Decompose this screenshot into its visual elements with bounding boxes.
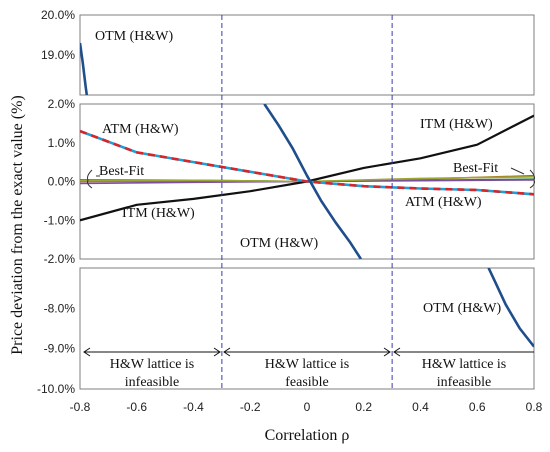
x-tick-label-4: 0 bbox=[304, 400, 311, 414]
y-tick-label-top-1: 20.0% bbox=[41, 8, 75, 22]
panel-frame-bottom bbox=[79, 267, 535, 390]
x-tick-label-0: -0.8 bbox=[70, 400, 91, 414]
y-tick-label-middle-3: 1.0% bbox=[48, 136, 76, 150]
region-left-line1: H&W lattice is bbox=[110, 357, 195, 372]
x-tick-label-5: 0.2 bbox=[355, 400, 372, 414]
best-fit-bracket-left bbox=[87, 169, 93, 189]
y-tick-label-middle-0: -2.0% bbox=[44, 252, 76, 266]
x-tick-label-3: -0.2 bbox=[240, 400, 261, 414]
annotation-itm-right: ITM (H&W) bbox=[420, 117, 493, 132]
annotation-otm-top: OTM (H&W) bbox=[95, 29, 173, 44]
best-fit-leader-right bbox=[510, 167, 525, 175]
x-tick-label-1: -0.6 bbox=[126, 400, 147, 414]
series-line-atm-h-w-1-dash bbox=[80, 129, 534, 196]
y-axis-title: Price deviation from the exact value (%) bbox=[9, 95, 26, 354]
y-tick-label-bottom-1: -9.0% bbox=[44, 342, 76, 356]
y-tick-label-bottom-0: -10.0% bbox=[37, 382, 75, 396]
annotation-otm-bottom: OTM (H&W) bbox=[423, 301, 501, 316]
x-tick-label-7: 0.6 bbox=[469, 400, 486, 414]
x-axis-title: Correlation ρ bbox=[265, 427, 350, 444]
annotation-atm-left: ATM (H&W) bbox=[102, 122, 179, 137]
y-tick-label-top-0: 19.0% bbox=[41, 48, 75, 62]
region-middle-line1: H&W lattice is bbox=[265, 357, 350, 372]
series-line-otm-h-w-4 bbox=[487, 268, 534, 348]
x-tick-label-2: -0.4 bbox=[183, 400, 204, 414]
annotation-best-fit-right: Best-Fit bbox=[453, 161, 498, 176]
panel-frame-top bbox=[79, 14, 535, 96]
best-fit-bracket-right bbox=[529, 169, 535, 189]
annotation-best-fit-left: Best-Fit bbox=[99, 164, 144, 179]
x-tick-label-6: 0.4 bbox=[412, 400, 429, 414]
y-tick-label-middle-4: 2.0% bbox=[48, 97, 76, 111]
y-tick-label-middle-2: 0.0% bbox=[48, 175, 76, 189]
series-layer bbox=[80, 42, 534, 348]
region-right-line2: infeasible bbox=[437, 375, 491, 390]
region-arrows bbox=[83, 347, 534, 357]
series-line-otm-h-w-3 bbox=[80, 42, 89, 95]
region-left-line2: infeasible bbox=[125, 375, 179, 390]
y-tick-label-middle-1: -1.0% bbox=[44, 213, 76, 227]
y-tick-label-bottom-2: -8.0% bbox=[44, 301, 76, 315]
region-right-line1: H&W lattice is bbox=[422, 357, 507, 372]
series-line-otm-h-w-2 bbox=[263, 104, 362, 259]
x-tick-label-8: 0.8 bbox=[526, 400, 543, 414]
region-middle-line2: feasible bbox=[285, 375, 329, 390]
annotation-itm-left: ITM (H&W) bbox=[122, 206, 195, 221]
annotation-otm-middle: OTM (H&W) bbox=[240, 236, 318, 251]
annotation-atm-right: ATM (H&W) bbox=[405, 195, 482, 210]
